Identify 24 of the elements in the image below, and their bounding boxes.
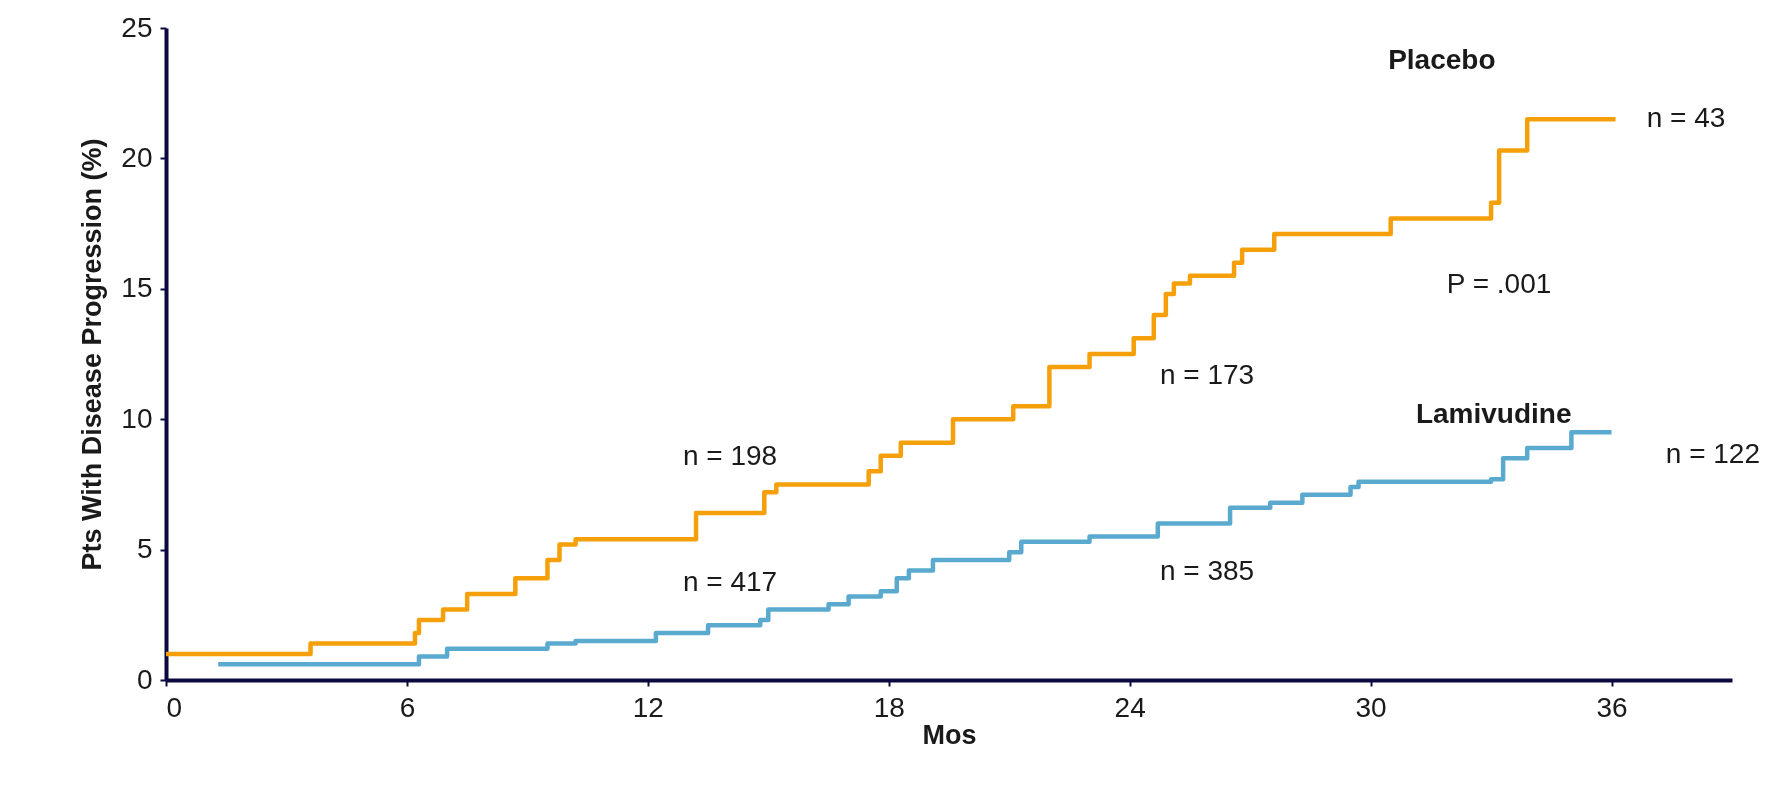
annotation: n = 43	[1646, 102, 1726, 133]
annotation: n = 198	[682, 440, 778, 471]
x-tick-label: 36	[1596, 691, 1628, 723]
x-tick-label: 18	[873, 691, 905, 723]
y-tick-label: 0	[136, 663, 153, 695]
y-tick-label: 5	[136, 533, 153, 565]
y-tick-label: 10	[121, 402, 153, 434]
x-tick-label: 6	[399, 691, 416, 723]
x-axis-title: Mos	[922, 719, 977, 750]
annotation: n = 385	[1159, 555, 1255, 586]
series-label: Lamivudine	[1415, 398, 1572, 430]
x-tick-label: 12	[632, 691, 664, 723]
x-tick-label: 30	[1355, 691, 1387, 723]
y-tick-label: 25	[121, 11, 153, 43]
annotation: n = 122	[1665, 438, 1760, 469]
y-tick-label: 20	[121, 141, 153, 173]
annotation: n = 173	[1159, 359, 1255, 390]
x-tick-label: 24	[1114, 691, 1146, 723]
y-axis-title: Pts With Disease Progression (%)	[77, 138, 108, 571]
y-tick-label: 15	[121, 272, 153, 304]
x-tick-label: 0	[166, 691, 183, 723]
series-label: Placebo	[1388, 44, 1496, 76]
annotation: P = .001	[1446, 268, 1552, 299]
annotation: n = 417	[682, 566, 778, 597]
